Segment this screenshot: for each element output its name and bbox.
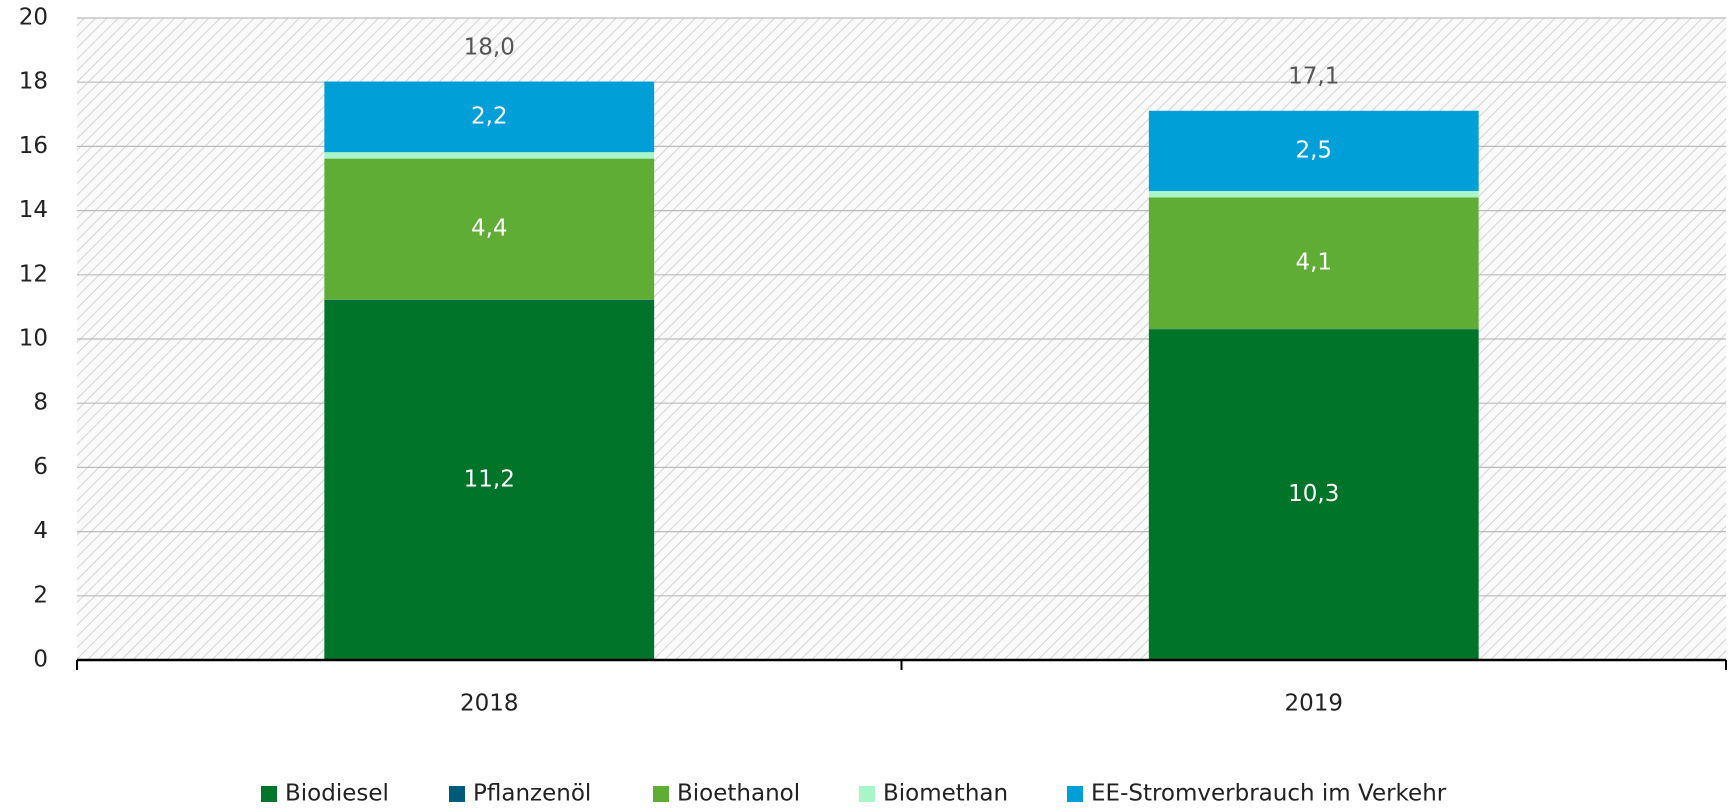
legend-swatch xyxy=(449,786,465,802)
y-tick-label: 18 xyxy=(19,69,48,95)
bar-segment xyxy=(324,299,655,301)
y-tick-label: 10 xyxy=(19,326,48,352)
bar-segment xyxy=(324,81,655,153)
y-tick-label: 6 xyxy=(33,454,48,480)
legend-swatch xyxy=(859,786,875,802)
value-label: 11,2 xyxy=(464,467,515,493)
y-tick-label: 0 xyxy=(33,647,48,673)
bar-segment xyxy=(1148,191,1479,198)
legend-label: Pflanzenöl xyxy=(473,781,591,807)
value-label: 10,3 xyxy=(1288,481,1339,507)
bar-segment xyxy=(1148,110,1479,192)
y-tick-label: 14 xyxy=(19,197,48,223)
y-tick-label: 12 xyxy=(19,261,48,287)
y-tick-label: 4 xyxy=(33,518,48,544)
legend-label: EE-Stromverbrauch im Verkehr xyxy=(1091,781,1447,807)
total-label: 17,1 xyxy=(1288,64,1339,90)
x-tick-label: 2019 xyxy=(1284,691,1343,717)
bar-segment xyxy=(324,300,655,660)
legend-swatch xyxy=(653,786,669,802)
bar-segment xyxy=(1148,329,1479,660)
value-label: 4,1 xyxy=(1295,250,1332,276)
bar-segment xyxy=(324,152,655,159)
value-label: 4,4 xyxy=(471,216,508,242)
legend-label: Bioethanol xyxy=(677,781,800,807)
y-tick-label: 20 xyxy=(19,5,48,31)
legend-swatch xyxy=(261,786,277,802)
x-tick-label: 2018 xyxy=(460,691,519,717)
value-label: 2,2 xyxy=(471,103,508,129)
value-label: 2,5 xyxy=(1295,137,1332,163)
legend-swatch xyxy=(1067,786,1083,802)
legend-label: Biodiesel xyxy=(285,781,389,807)
legend-label: Biomethan xyxy=(883,781,1008,807)
y-tick-label: 8 xyxy=(33,390,48,416)
bar-segment xyxy=(324,158,655,300)
total-label: 18,0 xyxy=(464,35,515,61)
y-tick-label: 2 xyxy=(33,582,48,608)
y-tick-label: 16 xyxy=(19,133,48,159)
bar-segment xyxy=(1148,197,1479,330)
